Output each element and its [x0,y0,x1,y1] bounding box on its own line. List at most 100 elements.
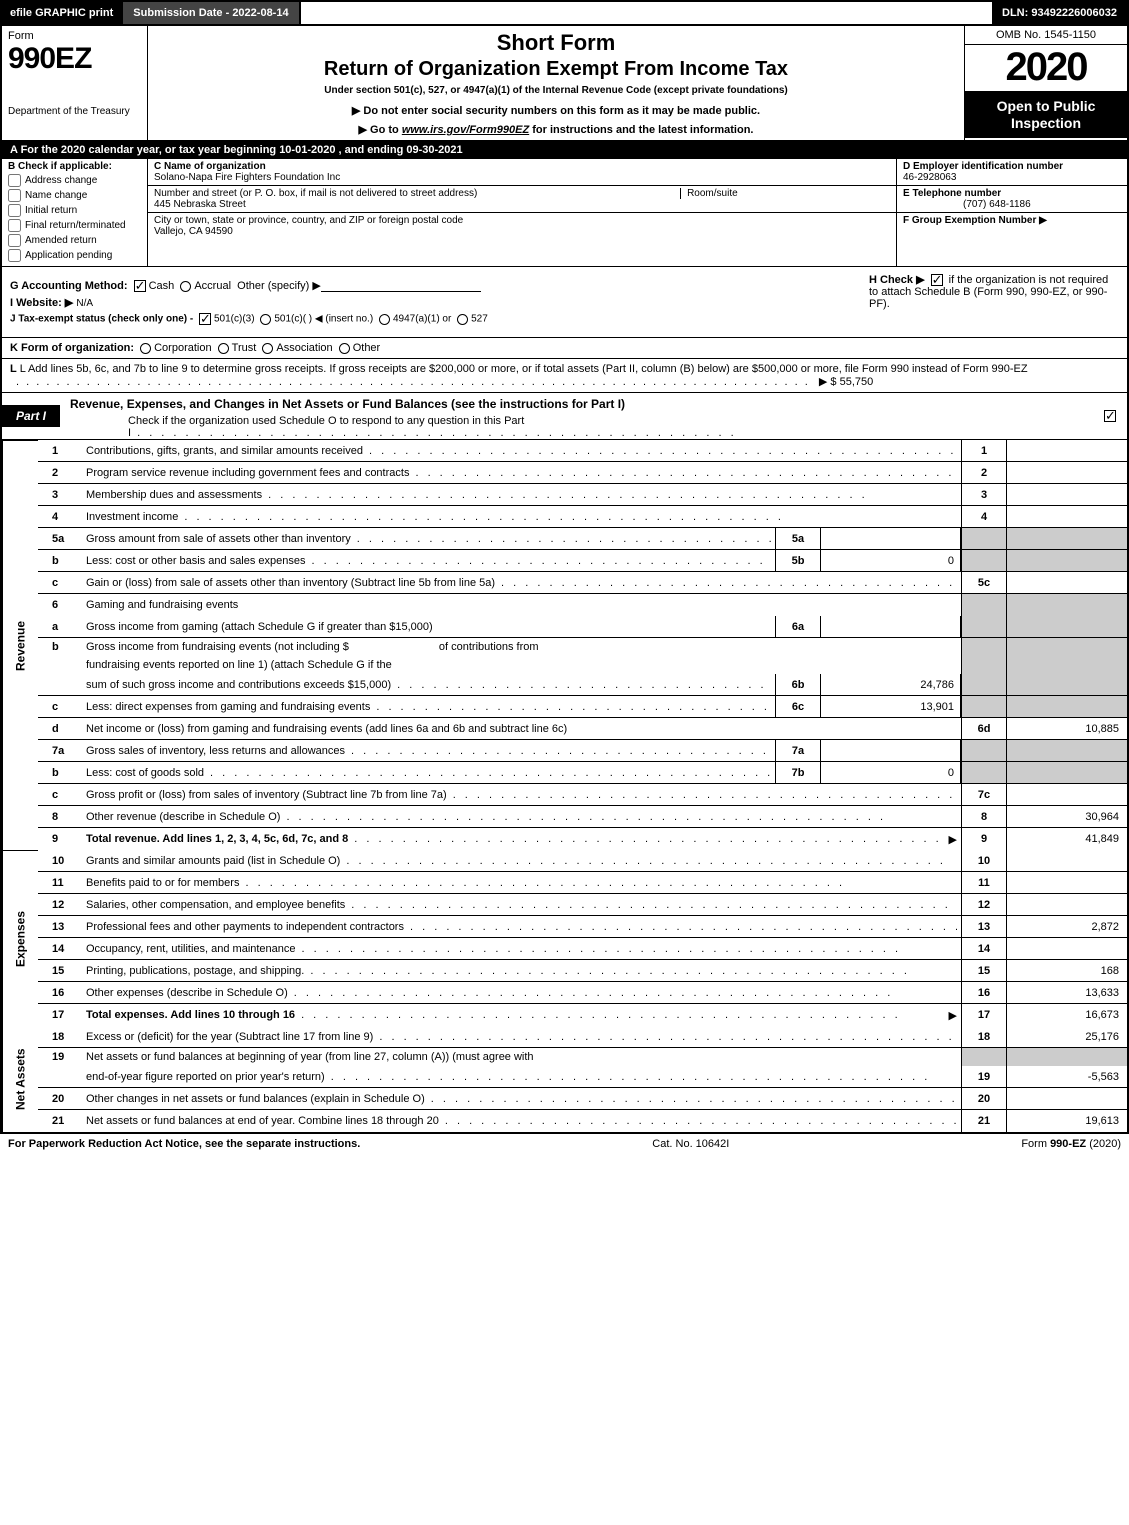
j-527-radio[interactable] [457,314,468,325]
line-11: 11 Benefits paid to or for members 11 [38,872,1127,894]
h-check[interactable] [931,274,943,286]
g-cash-check[interactable] [134,280,146,292]
netassets-rows: 18 Excess or (deficit) for the year (Sub… [38,1026,1127,1132]
line-6: 6 Gaming and fundraising events [38,594,1127,616]
line-2: 2 Program service revenue including gove… [38,462,1127,484]
expenses-rows: 10 Grants and similar amounts paid (list… [38,850,1127,1026]
chk-name-box[interactable] [8,189,21,202]
chk-pending[interactable]: Application pending [8,249,141,262]
c-name-cell: C Name of organization Solano-Napa Fire … [148,159,896,186]
chk-amended-box[interactable] [8,234,21,247]
part1-title: Revenue, Expenses, and Changes in Net As… [60,393,1093,415]
line-14: 14 Occupancy, rent, utilities, and maint… [38,938,1127,960]
line-5c: c Gain or (loss) from sale of assets oth… [38,572,1127,594]
k-trust-radio[interactable] [218,343,229,354]
chk-pending-box[interactable] [8,249,21,262]
chk-address-box[interactable] [8,174,21,187]
line-10: 10 Grants and similar amounts paid (list… [38,850,1127,872]
line-4: 4 Investment income 4 [38,506,1127,528]
line-3: 3 Membership dues and assessments 3 [38,484,1127,506]
return-title: Return of Organization Exempt From Incom… [158,58,954,81]
h-box: H Check ▶ if the organization is not req… [869,273,1119,310]
row-a-calendar: A For the 2020 calendar year, or tax yea… [0,141,1129,159]
header-block: Form 990EZ Department of the Treasury Sh… [0,26,1129,141]
topbar: efile GRAPHIC print Submission Date - 20… [0,0,1129,26]
j-line: J Tax-exempt status (check only one) - 5… [10,313,1119,325]
line-12: 12 Salaries, other compensation, and emp… [38,894,1127,916]
line-6d: d Net income or (loss) from gaming and f… [38,718,1127,740]
line-6c: c Less: direct expenses from gaming and … [38,696,1127,718]
j-501c-radio[interactable] [260,314,271,325]
i-value: N/A [76,298,93,309]
line-7a: 7a Gross sales of inventory, less return… [38,740,1127,762]
footer-left: For Paperwork Reduction Act Notice, see … [8,1138,360,1150]
f-label: F Group Exemption Number ▶ [903,215,1047,226]
section-l: L L Add lines 5b, 6c, and 7b to line 9 t… [0,359,1129,393]
chk-final[interactable]: Final return/terminated [8,219,141,232]
goto-line: ▶ Go to www.irs.gov/Form990EZ for instru… [158,123,954,136]
form-word: Form [8,30,141,42]
expenses-group: Expenses 10 Grants and similar amounts p… [0,850,1129,1026]
goto-pre: ▶ Go to [359,124,402,136]
line-6b-1: b Gross income from fundraising events (… [38,638,1127,656]
line-15: 15 Printing, publications, postage, and … [38,960,1127,982]
c-label: C Name of organization [154,161,266,172]
col-b: B Check if applicable: Address change Na… [2,159,148,266]
line-7b: b Less: cost of goods sold 7b 0 [38,762,1127,784]
chk-final-box[interactable] [8,219,21,232]
city-label: City or town, state or province, country… [154,215,463,226]
chk-name[interactable]: Name change [8,189,141,202]
col-d: D Employer identification number 46-2928… [897,159,1127,266]
dept-treasury: Department of the Treasury [8,106,141,117]
line-19-1: 19 Net assets or fund balances at beginn… [38,1048,1127,1066]
section-k: K Form of organization: Corporation Trus… [0,338,1129,359]
chk-address[interactable]: Address change [8,174,141,187]
street-value: 445 Nebraska Street [154,199,246,210]
k-corp-radio[interactable] [140,343,151,354]
header-center: Short Form Return of Organization Exempt… [148,26,965,140]
dln-label: DLN: 93492226006032 [992,2,1127,24]
d-ein-cell: D Employer identification number 46-2928… [897,159,1127,186]
chk-amended[interactable]: Amended return [8,234,141,247]
footer: For Paperwork Reduction Act Notice, see … [0,1134,1129,1154]
e-value: (707) 648-1186 [903,199,1031,210]
g-accrual-radio[interactable] [180,281,191,292]
e-label: E Telephone number [903,188,1001,199]
line-6a: a Gross income from gaming (attach Sched… [38,616,1127,638]
part1-check[interactable] [1093,406,1127,426]
vlabel-revenue: Revenue [2,440,38,850]
line-19-2: end-of-year figure reported on prior yea… [38,1066,1127,1088]
line-17: 17 Total expenses. Add lines 10 through … [38,1004,1127,1026]
section-ghij: G Accounting Method: Cash Accrual Other … [0,267,1129,338]
d-label: D Employer identification number [903,161,1063,172]
l-arrow-value: ▶ $ 55,750 [819,376,873,388]
efile-label[interactable]: efile GRAPHIC print [2,2,121,24]
line-6b-3: sum of such gross income and contributio… [38,674,1127,696]
header-left: Form 990EZ Department of the Treasury [2,26,148,140]
street-label: Number and street (or P. O. box, if mail… [154,188,477,199]
chk-initial-box[interactable] [8,204,21,217]
vlabel-netassets: Net Assets [2,1026,38,1132]
room-label: Room/suite [680,188,738,199]
under-section: Under section 501(c), 527, or 4947(a)(1)… [158,85,954,96]
j-501c3-check[interactable] [199,313,211,325]
short-form-title: Short Form [158,30,954,56]
c-value: Solano-Napa Fire Fighters Foundation Inc [154,172,340,183]
header-right: OMB No. 1545-1150 2020 Open to Public In… [965,26,1127,140]
footer-mid: Cat. No. 10642I [360,1138,1021,1150]
netassets-group: Net Assets 18 Excess or (deficit) for th… [0,1026,1129,1134]
goto-link[interactable]: www.irs.gov/Form990EZ [402,124,529,136]
part1-sub: Check if the organization used Schedule … [60,415,1093,439]
col-c: C Name of organization Solano-Napa Fire … [148,159,897,266]
tax-year: 2020 [965,45,1127,92]
topbar-spacer [301,2,992,24]
line-6b-2: fundraising events reported on line 1) (… [38,656,1127,674]
line-5b: b Less: cost or other basis and sales ex… [38,550,1127,572]
k-assoc-radio[interactable] [262,343,273,354]
chk-initial[interactable]: Initial return [8,204,141,217]
j-4947-radio[interactable] [379,314,390,325]
form-number: 990EZ [8,42,141,76]
c-street-cell: Number and street (or P. O. box, if mail… [148,186,896,213]
g-other-blank[interactable] [321,279,481,292]
k-other-radio[interactable] [339,343,350,354]
